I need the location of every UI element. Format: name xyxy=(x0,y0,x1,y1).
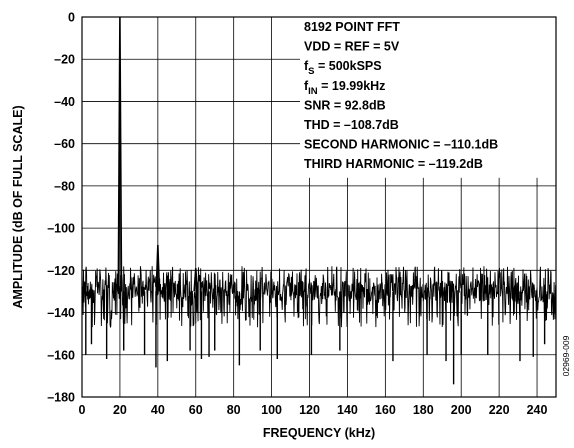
x-tick-label-80: 80 xyxy=(227,403,241,417)
annotation-line-3: fIN = 19.99kHz xyxy=(304,79,385,97)
peak-2 xyxy=(193,268,199,292)
annotation-line-5: THD = –108.7dB xyxy=(304,118,399,132)
y-tick-label-3: –60 xyxy=(54,137,75,151)
y-tick-label-9: –180 xyxy=(47,391,75,405)
y-axis-title: AMPLITUDE (dB OF FULL SCALE) xyxy=(11,105,25,308)
x-tick-label-240: 240 xyxy=(527,403,548,417)
spectrum-trace xyxy=(81,266,557,329)
y-tick-label-2: –40 xyxy=(54,95,75,109)
y-tick-label-8: –160 xyxy=(47,348,75,362)
annotation-line-4: SNR = 92.8dB xyxy=(304,98,386,112)
x-tick-label-0: 0 xyxy=(79,403,86,417)
annotation-line-6: SECOND HARMONIC = –110.1dB xyxy=(304,138,498,152)
x-tick-labels: 0 20 40 60 80 100 120 140 160 180 200 220 240 xyxy=(79,403,548,417)
annotation-block: 8192 POINT FFT VDD = REF = 5V fS = 500kSPS… xyxy=(304,20,498,171)
y-tick-label-7: –140 xyxy=(47,306,75,320)
plot-frame xyxy=(81,16,557,398)
x-tick-label-120: 120 xyxy=(299,403,320,417)
x-tick-label-60: 60 xyxy=(189,403,203,417)
noise-floor-trace xyxy=(81,266,557,329)
y-tick-label-4: –80 xyxy=(54,179,75,193)
annotation-line-7: THIRD HARMONIC = –119.2dB xyxy=(304,157,483,171)
x-tick-label-180: 180 xyxy=(413,403,434,417)
annotation-line-1: VDD = REF = 5V xyxy=(304,40,400,54)
x-tick-label-140: 140 xyxy=(337,403,358,417)
y-tick-label-5: –100 xyxy=(47,222,75,236)
figure-code: 02969-009 xyxy=(561,335,571,376)
y-tick-label-6: –120 xyxy=(47,264,75,278)
annotation-box xyxy=(300,17,556,178)
x-tick-label-220: 220 xyxy=(489,403,510,417)
y-tick-label-1: –20 xyxy=(54,53,75,67)
annotation-line-2: fS = 500kSPS xyxy=(304,59,382,77)
peak-1 xyxy=(155,244,161,292)
x-tick-label-200: 200 xyxy=(451,403,472,417)
x-tick-label-160: 160 xyxy=(375,403,396,417)
x-axis-title: FREQUENCY (kHz) xyxy=(263,426,375,440)
y-tick-label-0: 0 xyxy=(68,11,75,25)
x-tick-label-40: 40 xyxy=(151,403,165,417)
y-tick-labels: 0 –20 –40 –60 –80 –100 –120 –140 –160 –180 xyxy=(47,11,75,405)
spur-group xyxy=(85,291,546,385)
annotation-line-0: 8192 POINT FFT xyxy=(304,20,400,34)
x-tick-label-100: 100 xyxy=(261,403,282,417)
x-tick-label-20: 20 xyxy=(113,403,127,417)
